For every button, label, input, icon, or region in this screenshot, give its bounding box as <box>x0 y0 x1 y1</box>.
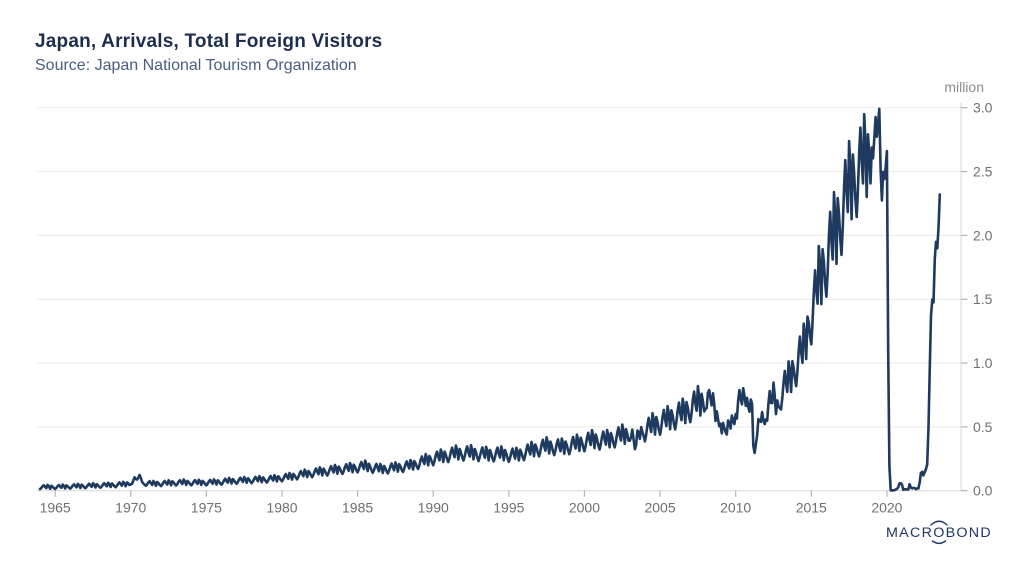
chart-title: Japan, Arrivals, Total Foreign Visitors <box>35 31 383 52</box>
x-tick-label: 1975 <box>191 500 222 516</box>
macrobond-logo-text: MACROBOND <box>886 525 992 540</box>
y-tick-label: 1.0 <box>973 355 993 371</box>
x-tick-label: 1985 <box>342 500 373 516</box>
y-axis-unit-label: million <box>944 79 984 95</box>
y-tick-label: 2.5 <box>973 164 993 180</box>
y-tick-label: 1.5 <box>973 291 993 307</box>
logo-arc-top-icon <box>930 520 948 526</box>
x-tick-label: 1970 <box>115 500 146 516</box>
logo-arc-bottom-icon <box>931 540 947 545</box>
y-tick-label: 0.0 <box>973 483 993 499</box>
x-tick-label: 1965 <box>40 500 71 516</box>
x-tick-label: 2010 <box>720 500 751 516</box>
x-tick-label: 1980 <box>266 500 297 516</box>
y-tick-label: 3.0 <box>973 100 993 116</box>
x-tick-label: 1995 <box>493 500 524 516</box>
data-line-total-foreign-visitors <box>38 107 942 492</box>
y-tick-label: 2.0 <box>973 227 993 243</box>
x-tick-label: 2000 <box>569 500 600 516</box>
x-tick-label: 2015 <box>796 500 827 516</box>
y-tick-label: 0.5 <box>973 419 993 435</box>
chart-subtitle: Source: Japan National Tourism Organizat… <box>35 57 357 74</box>
x-tick-label: 2005 <box>644 500 675 516</box>
macrobond-logo: MACROBOND <box>886 520 992 545</box>
x-tick-label: 1990 <box>418 500 449 516</box>
x-tick-label: 2020 <box>871 500 902 516</box>
